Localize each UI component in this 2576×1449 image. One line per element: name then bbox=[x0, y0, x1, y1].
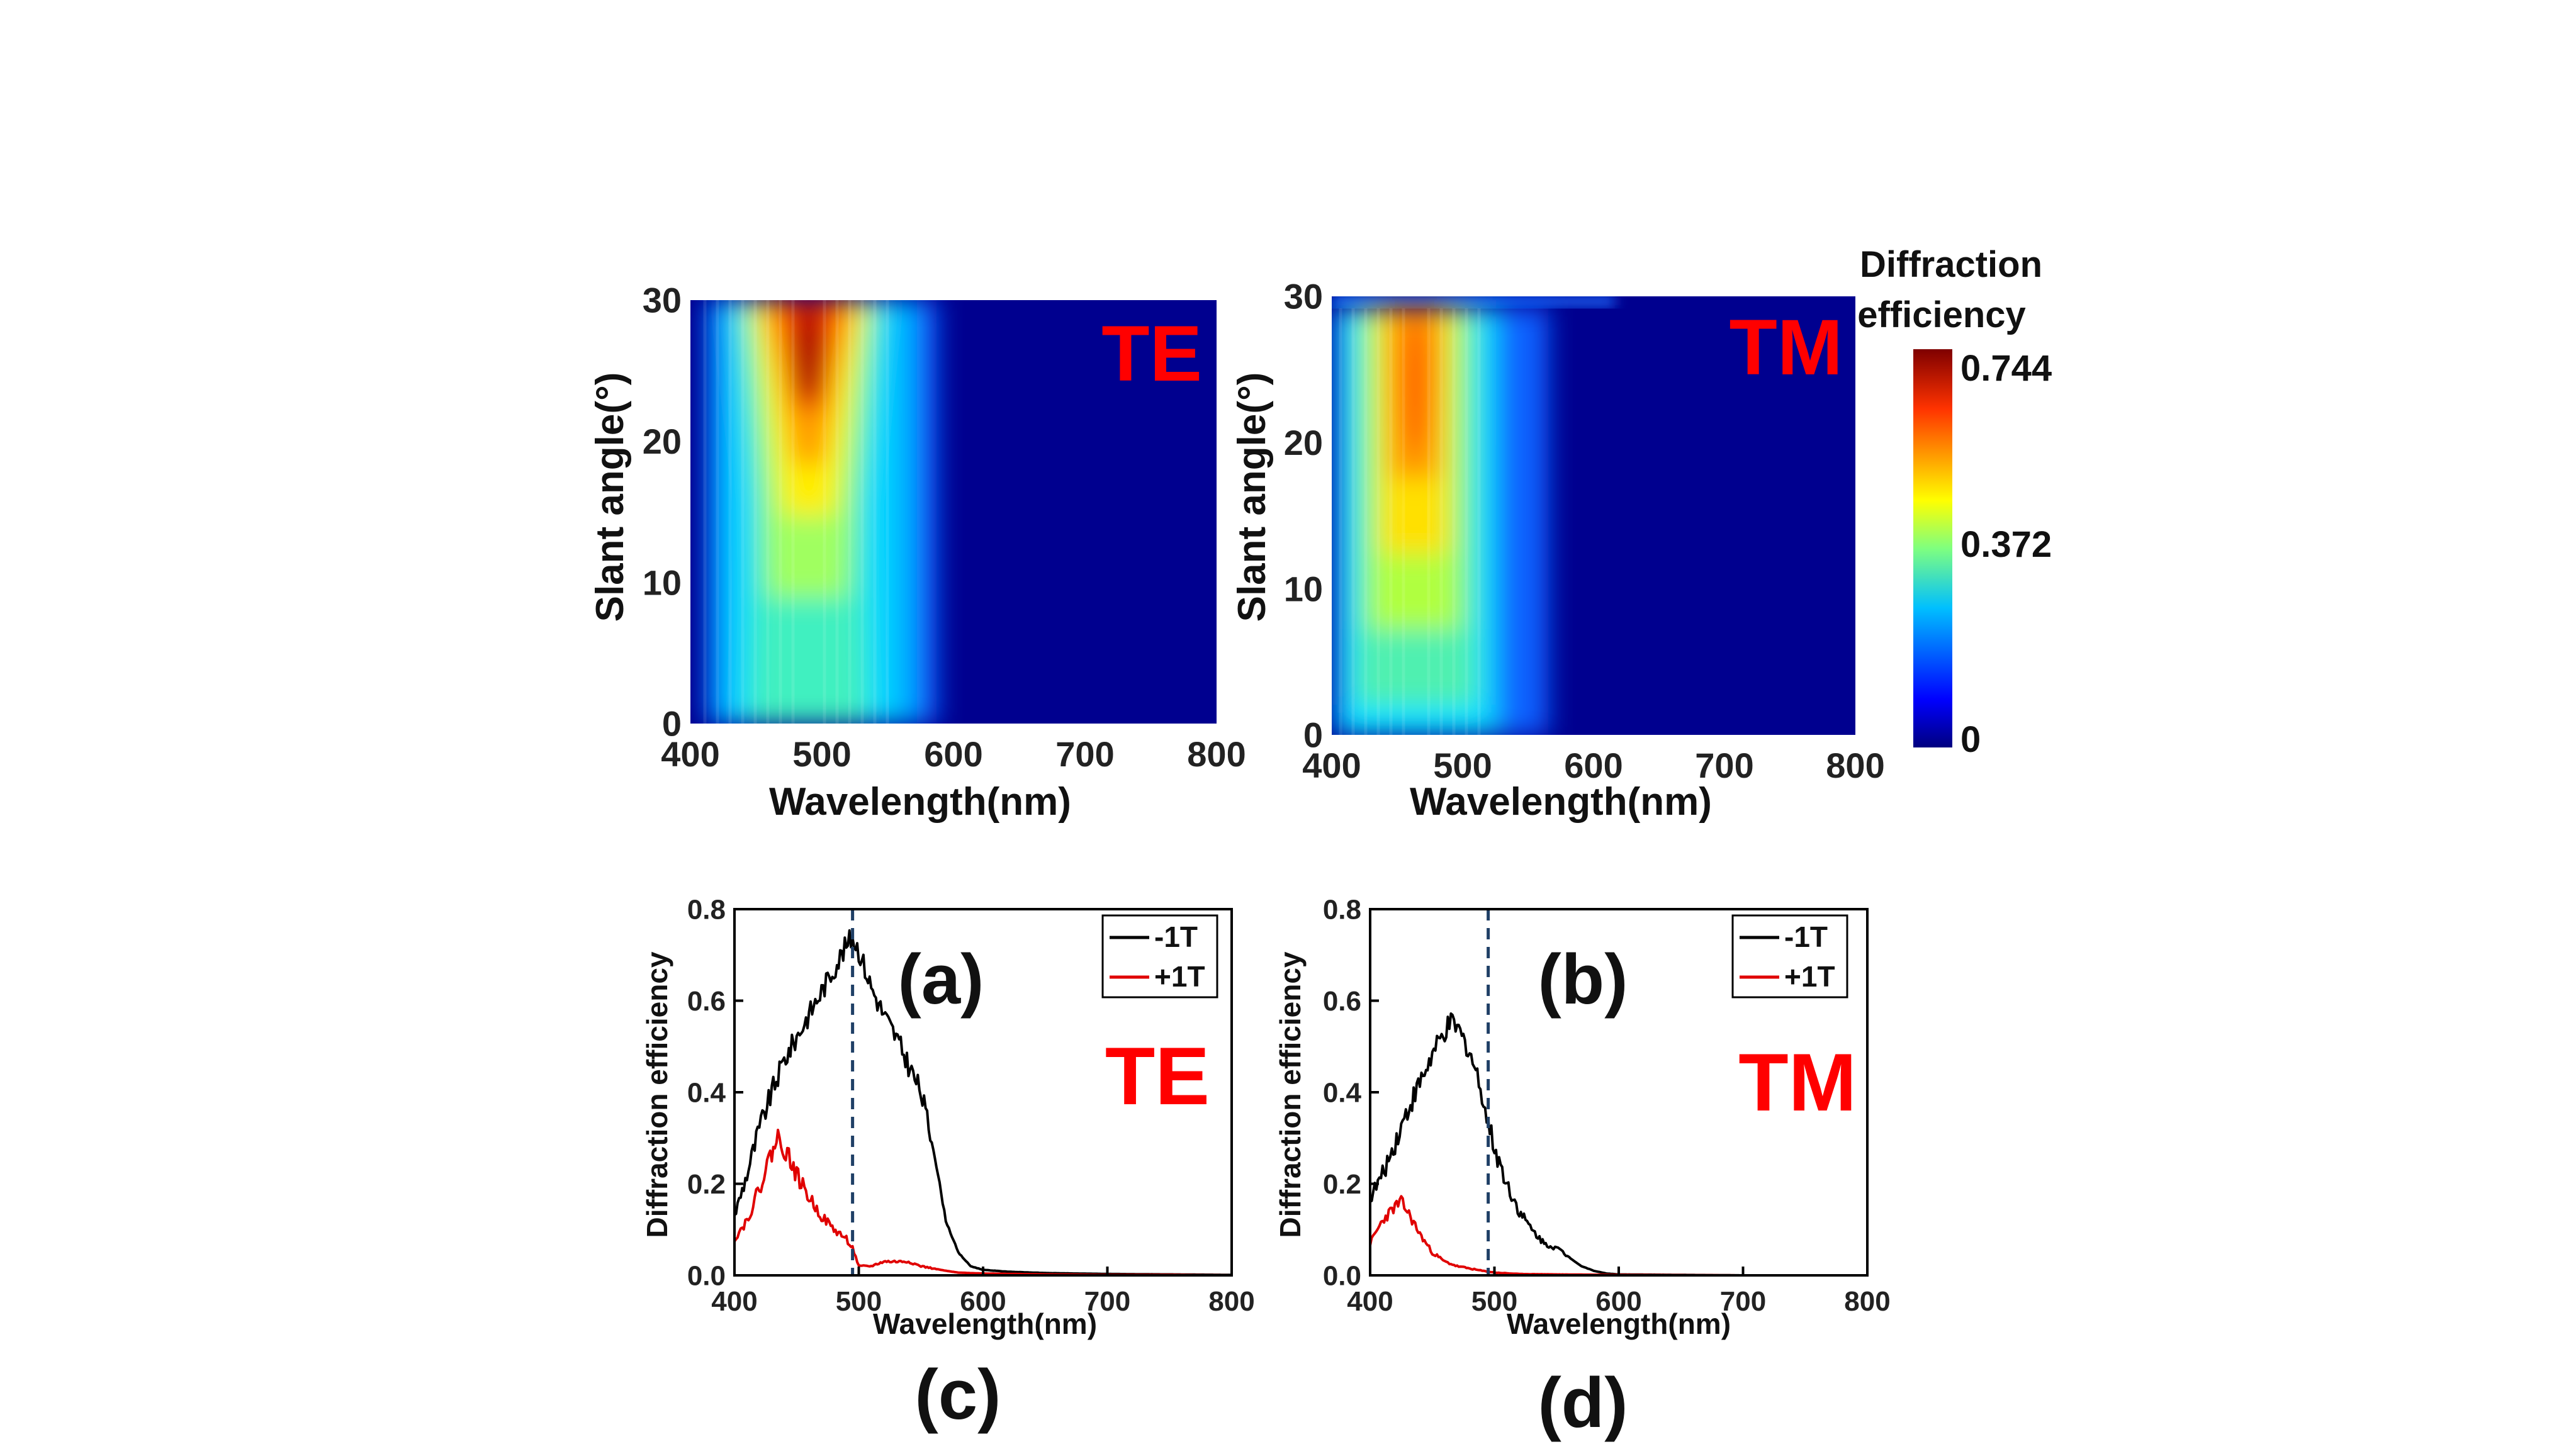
colorbar-max-label: 0.744 bbox=[1960, 348, 2052, 389]
y-tick-label-b: 10 bbox=[1284, 569, 1323, 608]
y-tick-label-c: 0.6 bbox=[687, 986, 726, 1017]
x-tick-label-b: 600 bbox=[1564, 746, 1623, 785]
overlay-label-te-c: TE bbox=[1105, 1030, 1210, 1122]
y-tick-label-b: 20 bbox=[1284, 423, 1323, 462]
x-tick-label-a: 500 bbox=[792, 734, 851, 774]
ylabel-d: Diffraction efficiency bbox=[1274, 951, 1307, 1238]
x-tick-label-b: 400 bbox=[1302, 746, 1361, 785]
colorbar-title-line1: Diffraction bbox=[1860, 244, 2042, 285]
xlabel-c: Wavelength(nm) bbox=[873, 1307, 1097, 1340]
legend-d-label-1: +1T bbox=[1784, 960, 1835, 993]
tick-labels: 400 500 600 700 800 0 10 20 30 400 500 600 700 800 0 10… bbox=[643, 277, 1891, 1317]
x-tick-label-c: 600 bbox=[960, 1286, 1006, 1317]
x-tick-label-b: 700 bbox=[1695, 746, 1753, 785]
x-tick-label-d: 400 bbox=[1347, 1286, 1393, 1317]
colorbar-min-label: 0 bbox=[1960, 719, 1981, 760]
y-tick-label-a: 10 bbox=[643, 562, 682, 602]
x-tick-label-c: 700 bbox=[1084, 1286, 1130, 1317]
y-tick-label-b: 0 bbox=[1303, 715, 1323, 755]
xlabel-a: Wavelength(nm) bbox=[769, 780, 1071, 824]
panel-label-b: (b) bbox=[1538, 940, 1628, 1019]
y-tick-label-d: 0.4 bbox=[1323, 1077, 1362, 1108]
y-tick-label-d: 0.2 bbox=[1323, 1169, 1361, 1200]
colorbar-gradient bbox=[1913, 349, 1952, 747]
legend-c-box bbox=[1101, 914, 1218, 999]
y-tick-label-d: 0.0 bbox=[1323, 1260, 1361, 1291]
y-tick-label-c: 0.4 bbox=[687, 1077, 726, 1108]
series-line-d-1 bbox=[1369, 1195, 1867, 1277]
panel-label-d: (d) bbox=[1538, 1363, 1628, 1442]
heatmap-te: TE bbox=[690, 300, 1217, 724]
heatmap-tm-field bbox=[1332, 296, 1615, 735]
legend-c-label-0: -1T bbox=[1154, 920, 1198, 953]
x-tick-label-c: 400 bbox=[711, 1286, 757, 1317]
panel-label-c: (c) bbox=[915, 1355, 1001, 1434]
series-line-c-1 bbox=[733, 1128, 1232, 1277]
colorbar-title-line2: efficiency bbox=[1857, 294, 2026, 335]
x-tick-label-a: 400 bbox=[661, 734, 719, 774]
legend-c: -1T +1T bbox=[1101, 914, 1218, 999]
y-tick-label-a: 20 bbox=[643, 422, 682, 461]
x-tick-label-c: 500 bbox=[836, 1286, 882, 1317]
y-tick-label-c: 0.8 bbox=[687, 894, 726, 925]
x-tick-label-d: 500 bbox=[1471, 1286, 1517, 1317]
legend-c-label-1: +1T bbox=[1154, 960, 1205, 993]
x-tick-label-d: 800 bbox=[1844, 1286, 1890, 1317]
xlabel-d: Wavelength(nm) bbox=[1507, 1307, 1731, 1340]
y-tick-label-d: 0.8 bbox=[1323, 894, 1361, 925]
y-tick-label-a: 0 bbox=[662, 704, 682, 744]
x-tick-label-a: 600 bbox=[924, 734, 982, 774]
spectrum-te: -1T +1T TE bbox=[733, 908, 1233, 1277]
overlay-label-te-a: TE bbox=[1101, 310, 1202, 398]
heatmap-tm: TM bbox=[1332, 296, 1855, 735]
x-tick-label-a: 700 bbox=[1055, 734, 1114, 774]
overlay-label-tm-b: TM bbox=[1730, 304, 1843, 391]
x-tick-label-c: 800 bbox=[1208, 1286, 1254, 1317]
overlay-label-tm-d: TM bbox=[1738, 1036, 1857, 1128]
y-tick-label-a: 30 bbox=[643, 281, 682, 320]
y-tick-label-b: 30 bbox=[1284, 277, 1323, 316]
legend-d-box bbox=[1731, 914, 1848, 999]
y-tick-label-c: 0.2 bbox=[687, 1169, 726, 1200]
x-tick-label-a: 800 bbox=[1187, 734, 1246, 774]
y-tick-label-c: 0.0 bbox=[687, 1260, 726, 1291]
x-tick-label-b: 500 bbox=[1433, 746, 1492, 785]
y-tick-label-d: 0.6 bbox=[1323, 986, 1361, 1017]
xlabel-b: Wavelength(nm) bbox=[1410, 780, 1712, 824]
x-tick-label-d: 600 bbox=[1595, 1286, 1641, 1317]
ylabel-c: Diffraction efficiency bbox=[641, 951, 673, 1238]
ylabel-a: Slant angle(°) bbox=[588, 372, 632, 622]
colorbar: Diffraction efficiency 0.744 0.372 0 bbox=[1857, 244, 2052, 760]
ylabel-b: Slant angle(°) bbox=[1230, 372, 1274, 622]
heatmap-te-field bbox=[703, 300, 938, 724]
panel-label-a: (a) bbox=[898, 940, 984, 1019]
legend-d: -1T +1T bbox=[1731, 914, 1848, 999]
colorbar-mid-label: 0.372 bbox=[1960, 524, 2052, 565]
legend-d-label-0: -1T bbox=[1784, 920, 1828, 953]
x-tick-label-d: 700 bbox=[1720, 1286, 1766, 1317]
x-tick-label-b: 800 bbox=[1826, 746, 1884, 785]
